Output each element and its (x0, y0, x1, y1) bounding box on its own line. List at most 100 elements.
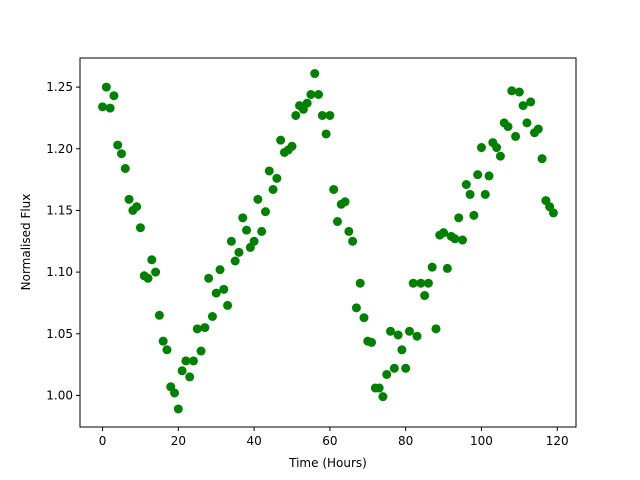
point (348, 236, 358, 246)
point (484, 171, 494, 181)
x-tick-label: 20 (171, 434, 186, 448)
point (480, 189, 490, 199)
point (302, 98, 312, 108)
point (253, 194, 263, 204)
point (431, 324, 441, 334)
point (185, 372, 195, 382)
point (420, 291, 430, 301)
y-tick-label: 1.10 (46, 265, 73, 279)
point (101, 82, 111, 92)
point (249, 236, 259, 246)
point (393, 330, 403, 340)
point (276, 135, 286, 145)
point (147, 255, 157, 265)
point (321, 129, 331, 139)
point (264, 166, 274, 176)
point (378, 392, 388, 402)
point (238, 213, 248, 223)
point (317, 110, 327, 120)
point (135, 223, 145, 233)
point (507, 86, 517, 96)
point (268, 184, 278, 194)
y-axis-label: Normalised Flux (19, 194, 33, 291)
point (207, 311, 217, 321)
point (196, 346, 206, 356)
x-tick-label: 100 (470, 434, 493, 448)
point (116, 149, 126, 159)
point (340, 197, 350, 207)
axes-frame (79, 57, 577, 428)
point (310, 69, 320, 79)
y-tick-label: 1.20 (46, 142, 73, 156)
point (374, 383, 384, 393)
point (219, 284, 229, 294)
y-tick-label: 1.00 (46, 388, 73, 402)
point (450, 234, 460, 244)
point (287, 141, 297, 151)
x-tick-label: 80 (398, 434, 413, 448)
point (181, 356, 191, 366)
point (188, 356, 198, 366)
point (526, 97, 536, 107)
point (382, 369, 392, 379)
point (234, 247, 244, 257)
point (314, 90, 324, 100)
point (423, 278, 433, 288)
point (143, 273, 153, 283)
point (454, 213, 464, 223)
point (522, 118, 532, 128)
x-axis-label: Time (Hours) (288, 456, 367, 470)
point (355, 278, 365, 288)
point (132, 202, 142, 212)
point (291, 110, 301, 120)
point (386, 326, 396, 336)
y-tick-label: 1.15 (46, 203, 73, 217)
point (442, 263, 452, 273)
point (113, 140, 123, 150)
point (173, 404, 183, 414)
point (98, 102, 108, 112)
point (514, 87, 524, 97)
point (109, 91, 119, 101)
point (177, 366, 187, 376)
point (223, 300, 233, 310)
point (306, 90, 316, 100)
point (124, 194, 134, 204)
point (518, 101, 528, 111)
point (427, 262, 437, 272)
point (332, 217, 342, 227)
point (105, 103, 115, 113)
point (511, 131, 521, 141)
y-tick-label: 1.25 (46, 80, 73, 94)
point (492, 143, 502, 153)
point (404, 326, 414, 336)
point (458, 235, 468, 245)
point (158, 336, 168, 346)
point (367, 337, 377, 347)
point (351, 303, 361, 313)
point (412, 331, 422, 341)
point (548, 208, 558, 218)
point (257, 226, 267, 236)
point (537, 154, 547, 164)
y-tick-label: 1.05 (46, 327, 73, 341)
point (397, 345, 407, 355)
point (469, 210, 479, 220)
point (215, 265, 225, 275)
point (533, 124, 543, 134)
point (120, 164, 130, 174)
point (242, 225, 252, 235)
point (495, 151, 505, 161)
point (465, 189, 475, 199)
point (401, 363, 411, 373)
point (461, 180, 471, 190)
x-tick-label: 120 (546, 434, 569, 448)
point (416, 278, 426, 288)
x-tick-label: 0 (99, 434, 107, 448)
x-tick-label: 60 (322, 434, 337, 448)
point (230, 256, 240, 266)
point (226, 236, 236, 246)
point (476, 143, 486, 153)
point (260, 207, 270, 217)
